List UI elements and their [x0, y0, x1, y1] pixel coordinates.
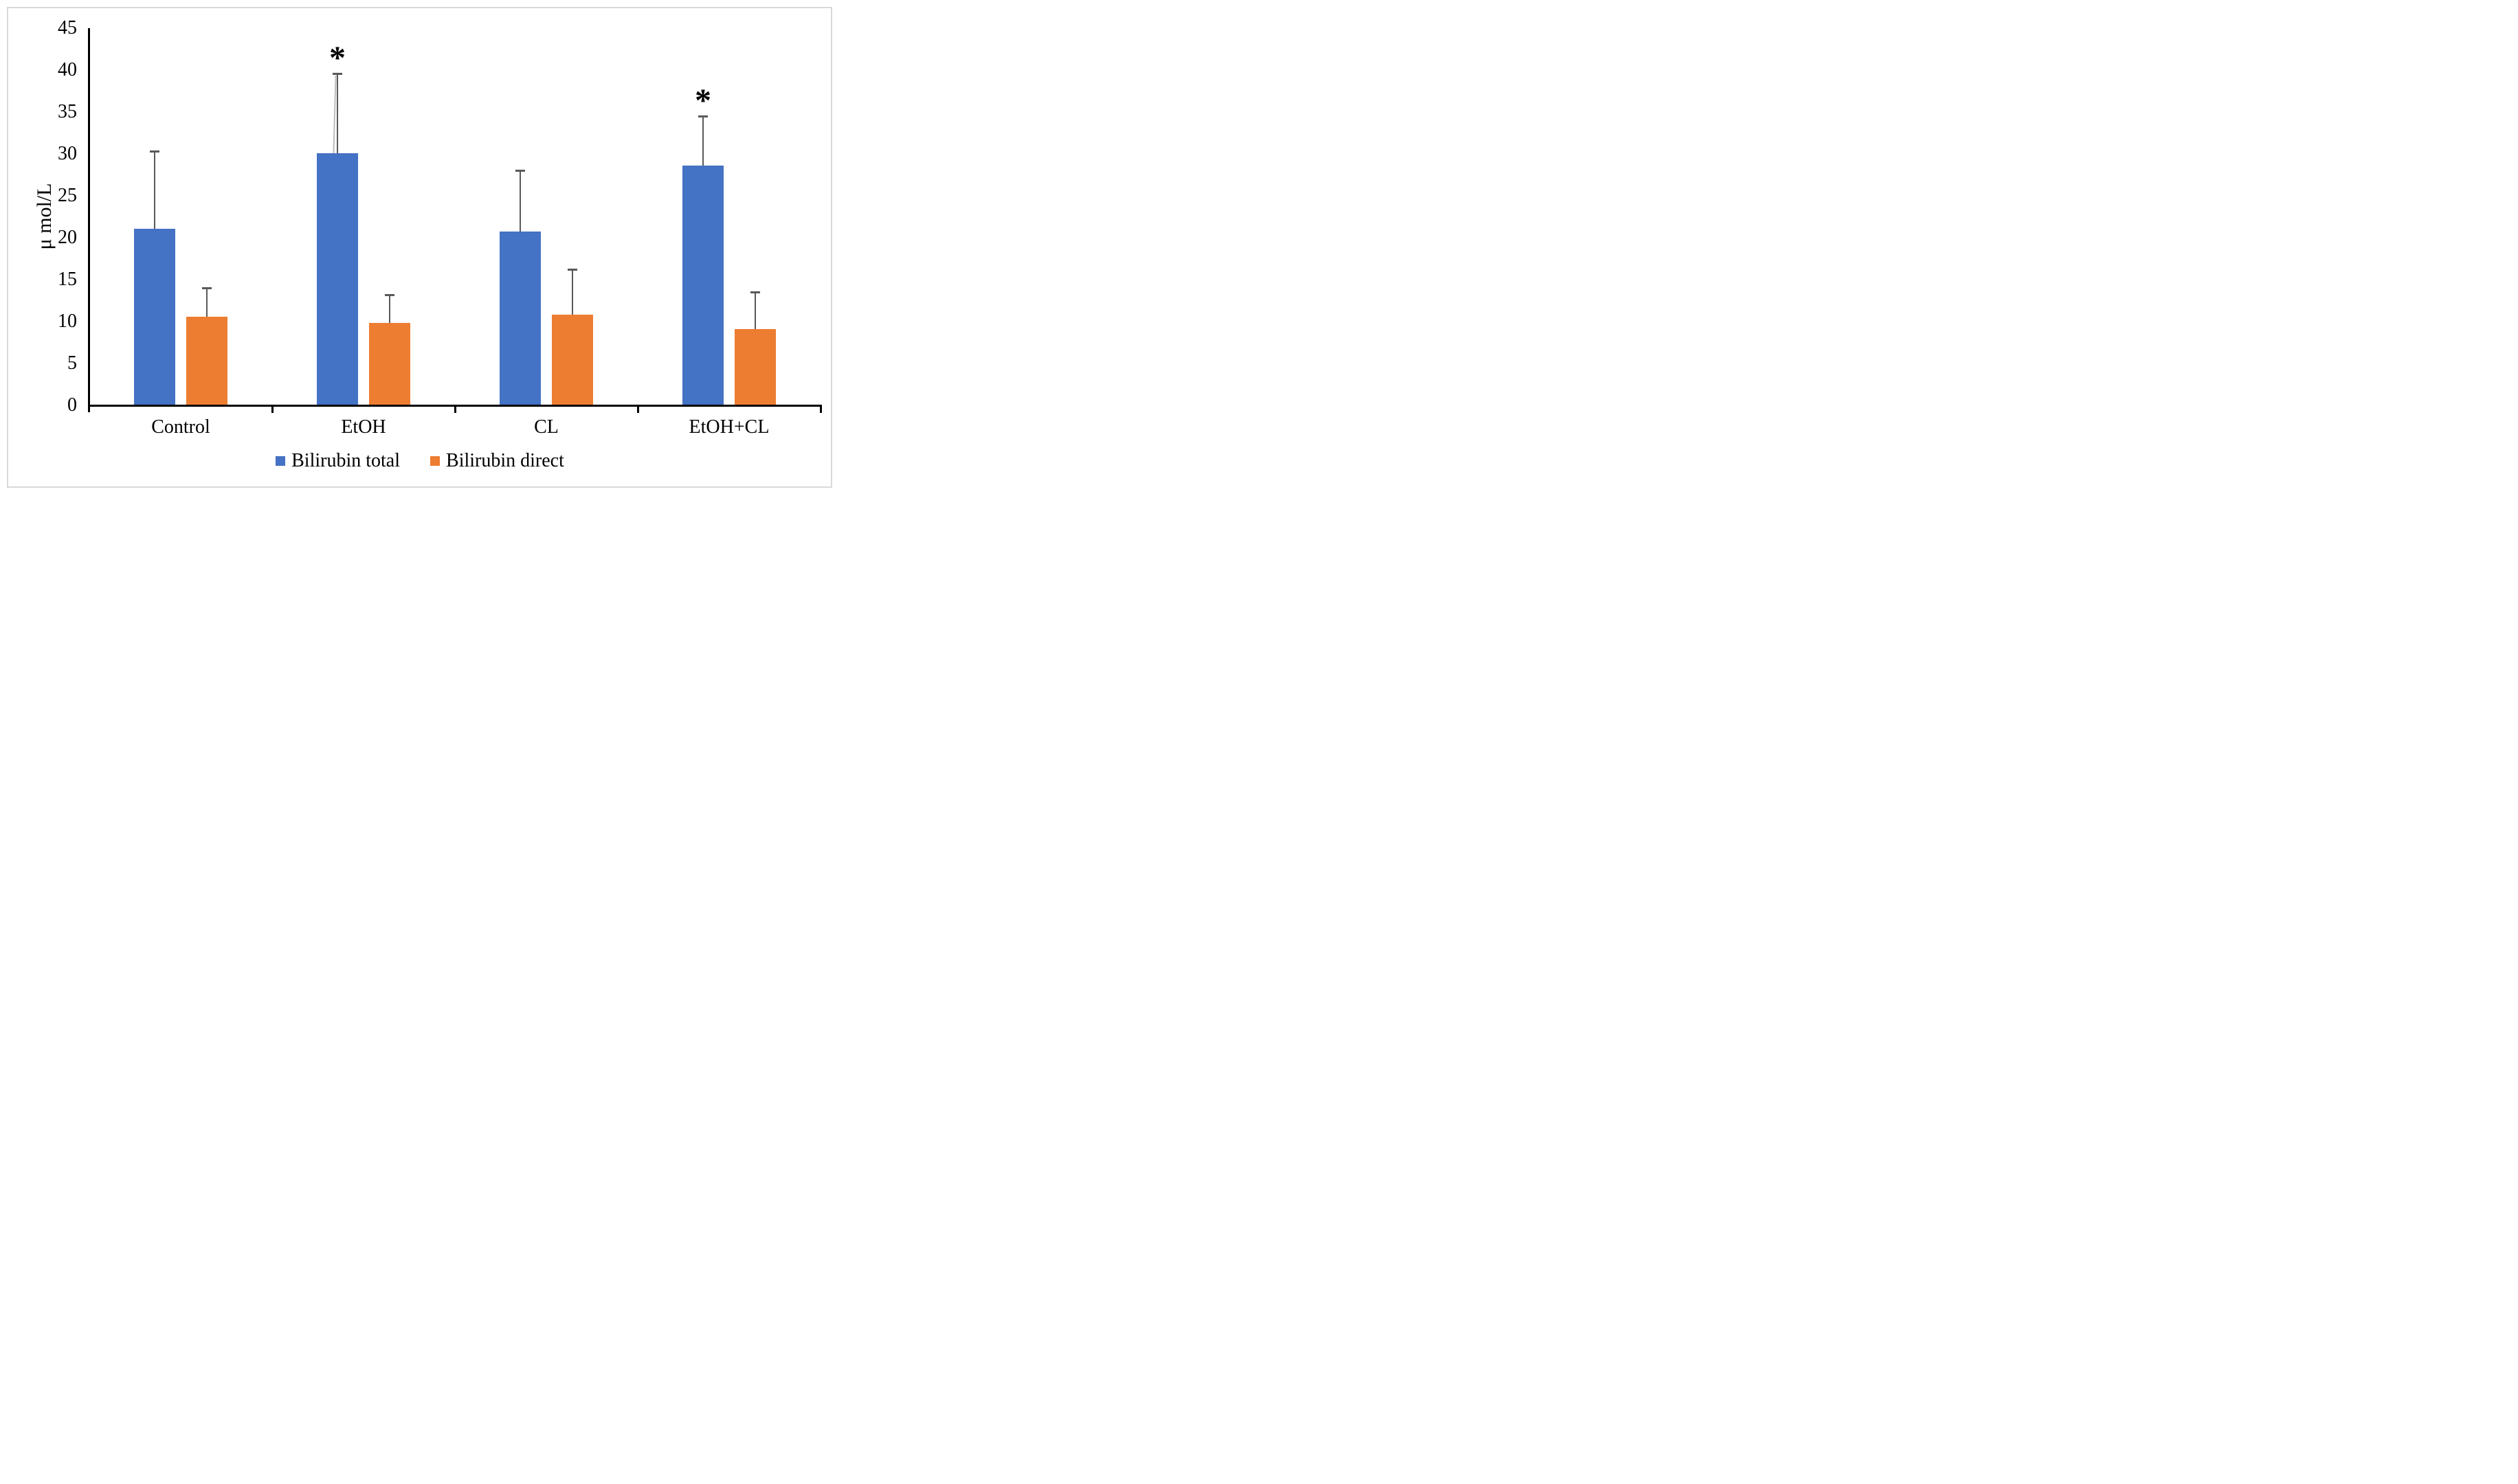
- error-bar-shaft: [206, 288, 208, 346]
- category-label-etoh+cl: EtOH+CL: [689, 416, 770, 438]
- y-tick-label: 10: [58, 311, 77, 332]
- legend-swatch-icon: [276, 456, 286, 466]
- y-tick-label: 45: [58, 17, 77, 38]
- bar-bilirubin-total-cl: [500, 232, 541, 405]
- bar-bilirubin-direct-control: [186, 316, 227, 405]
- y-tick-label: 15: [58, 269, 77, 290]
- category-label-etoh: EtOH: [341, 416, 386, 438]
- legend-label: Bilirubin total: [291, 450, 401, 471]
- error-bar-shaft: [154, 151, 155, 306]
- legend-item-bilirubin-total: Bilirubin total: [276, 450, 400, 472]
- bar-bilirubin-direct-cl: [552, 315, 593, 405]
- error-bar-artifact-line: [333, 75, 337, 154]
- category-label-control: Control: [151, 416, 210, 438]
- significance-asterisk: *: [329, 39, 346, 76]
- y-tick-label: 25: [58, 185, 77, 206]
- y-tick-label: 40: [58, 59, 77, 80]
- y-tick-label: 5: [67, 352, 77, 374]
- y-tick-label: 0: [67, 394, 77, 416]
- legend-item-bilirubin-direct: Bilirubin direct: [430, 450, 564, 472]
- x-axis-tick: [454, 407, 456, 413]
- bar-bilirubin-direct-etoh: [369, 323, 410, 405]
- bar-bilirubin-total-control: [134, 228, 175, 405]
- legend: Bilirubin total Bilirubin direct: [0, 450, 840, 472]
- x-axis-tick: [820, 407, 822, 413]
- y-tick-label: 30: [58, 143, 77, 164]
- x-axis-line: [88, 405, 822, 407]
- x-axis-tick: [637, 407, 639, 413]
- category-label-cl: CL: [534, 416, 559, 438]
- bar-bilirubin-direct-etoh+cl: [735, 328, 776, 405]
- error-bar-shaft: [520, 170, 521, 293]
- error-bar-shaft: [702, 116, 704, 216]
- y-axis-line: [88, 28, 90, 412]
- figure: μ mol/L * * EtOH+CL CL EtOH Control 45 40 35 30 25…: [0, 0, 840, 495]
- significance-asterisk: *: [695, 82, 711, 120]
- bar-bilirubin-total-etoh+cl: [682, 166, 724, 405]
- legend-swatch-icon: [430, 456, 441, 466]
- error-bar-shaft: [389, 294, 390, 352]
- x-axis-tick: [271, 407, 274, 413]
- y-tick-label: 35: [58, 101, 77, 122]
- legend-label: Bilirubin direct: [446, 450, 564, 471]
- bar-bilirubin-total-etoh: [317, 153, 358, 405]
- y-tick-label: 20: [58, 227, 77, 248]
